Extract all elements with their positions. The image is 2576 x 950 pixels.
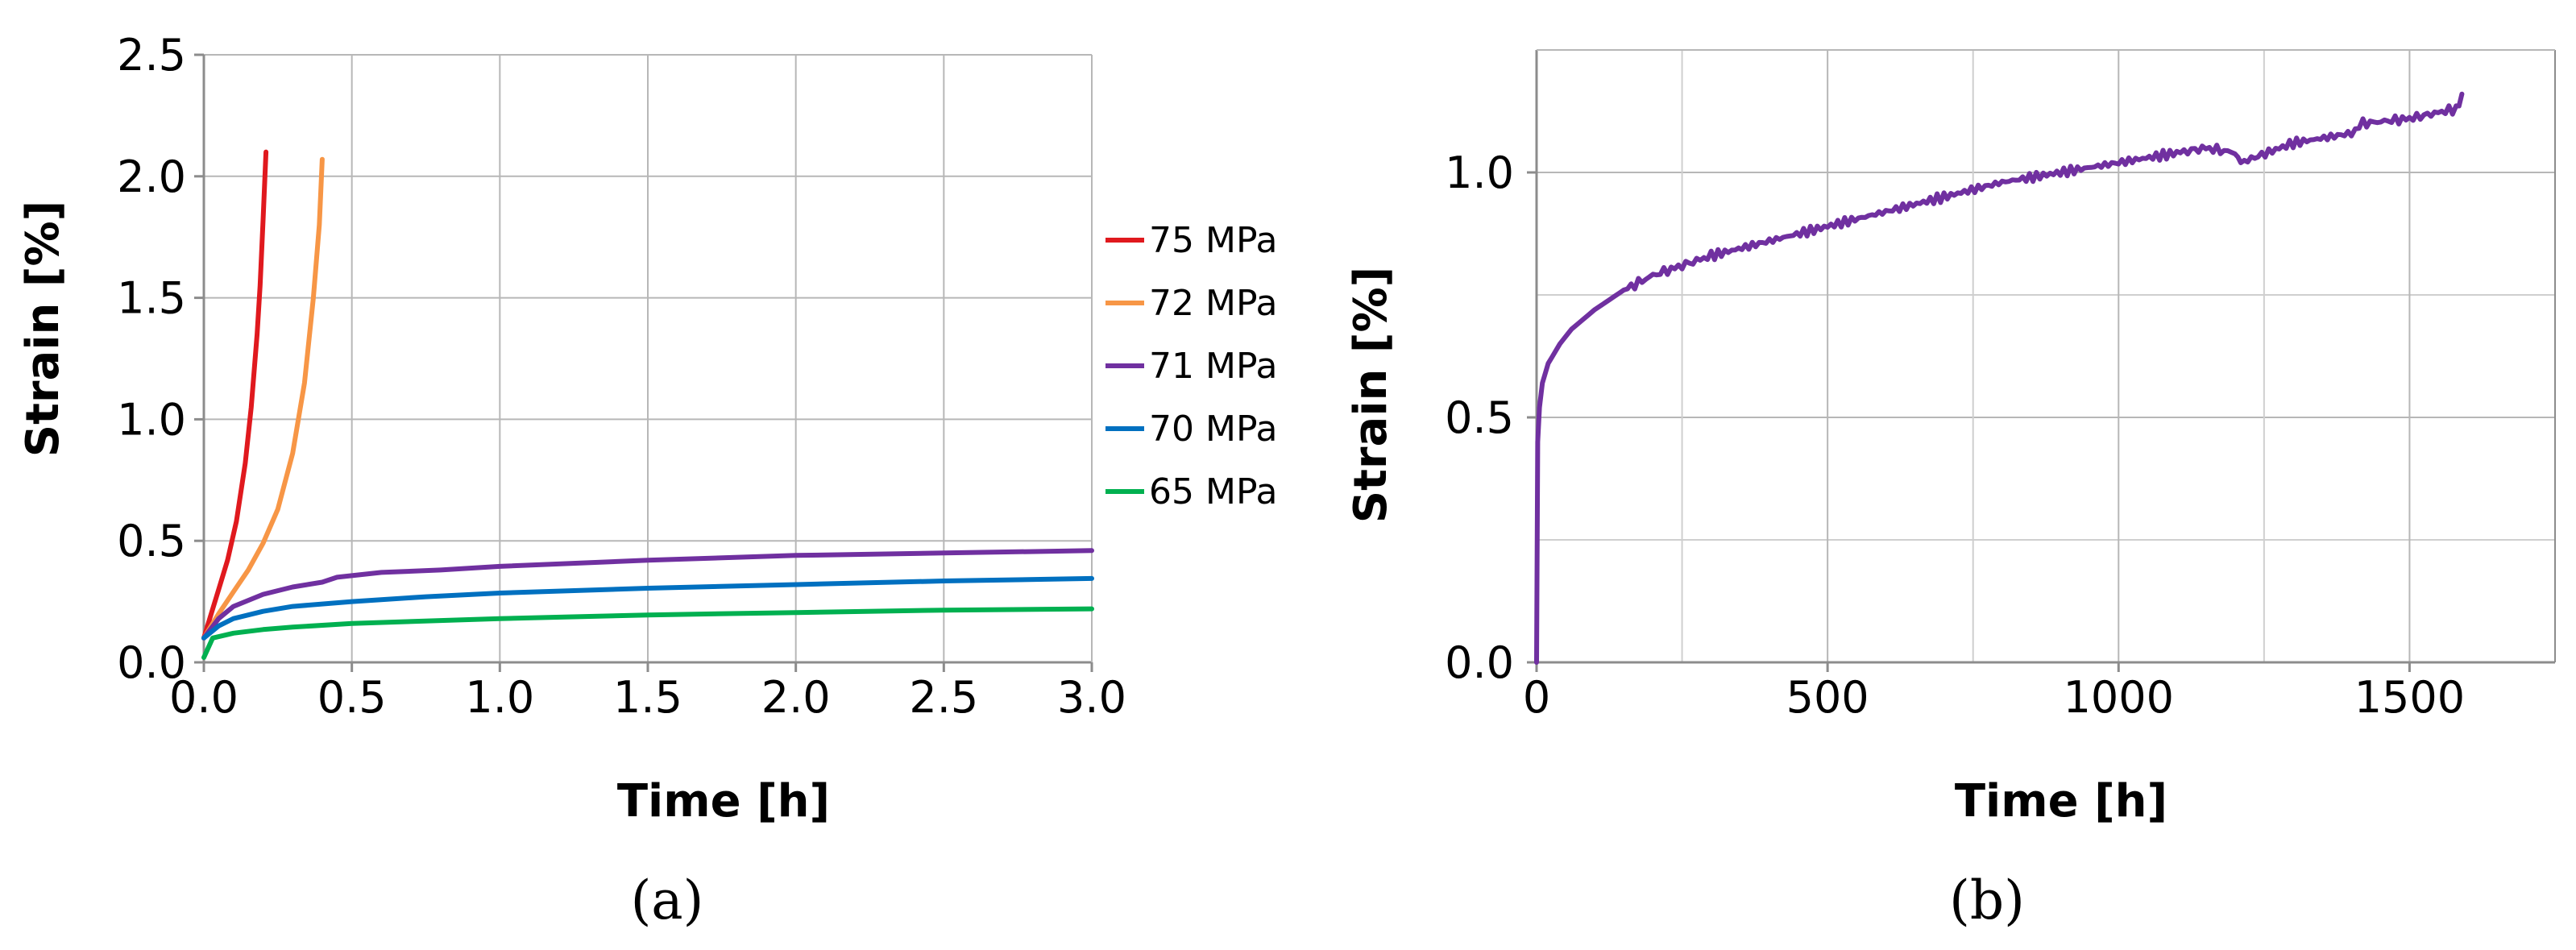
chart-b-y-tick-label: 0.5 [1445, 392, 1514, 443]
chart-a-x-tick-label: 1.0 [465, 672, 534, 723]
chart-a-y-tick-label: 2.5 [117, 30, 186, 81]
chart-panel-a: 0.0 0.5 1.0 1.5 2.0 2.5 3.00.00.51.01.52.02.5 … [17, 30, 1277, 931]
chart-a-tick-labels: 0.0 0.5 1.0 1.5 2.0 2.5 3.0 0.0 0.5 1.0 1.5 2.0 2.5 [117, 30, 1126, 723]
chart-panel-b: 0 500 1000 1500 0.0 0.5 1.0 Time [h] Strain [%… [1345, 49, 2556, 931]
chart-b-y-tick-label: 0.0 [1445, 637, 1514, 688]
chart-a-series-line-65-mpa [201, 606, 1094, 660]
chart-a-axes [194, 53, 1093, 672]
chart-b-panel-label: (b) [1949, 869, 2025, 931]
chart-b-series-line-0 [1534, 91, 2465, 665]
chart-a-x-tick-label: 2.5 [909, 672, 978, 723]
chart-a-legend-label-70-mpa: 70 MPa [1149, 409, 1277, 450]
chart-a-y-tick-label: 1.0 [117, 394, 186, 445]
chart-b-series-lines [1534, 91, 2465, 665]
chart-a-y-tick-label: 0.0 [117, 637, 186, 688]
chart-a-legend-label-65-mpa: 65 MPa [1149, 471, 1277, 512]
chart-a-series-lines [201, 149, 1094, 660]
chart-a-y-tick-label: 2.0 [117, 151, 186, 202]
chart-a-y-tick-label: 1.5 [117, 273, 186, 324]
chart-a-series-line-71-mpa [201, 548, 1094, 641]
chart-b-tick-labels: 0 500 1000 1500 0.0 0.5 1.0 [1445, 147, 2465, 723]
chart-b-x-tick-label: 500 [1786, 672, 1869, 723]
chart-a-x-tick-label: 3.0 [1057, 672, 1126, 723]
chart-a-y-axis-title: Strain [%] [17, 201, 69, 457]
chart-a-x-tick-label: 0.0 [169, 672, 239, 723]
chart-a-panel-label: (a) [631, 869, 704, 931]
chart-a-x-tick-label: 1.5 [613, 672, 682, 723]
chart-a-x-tick-label: 2.0 [761, 672, 831, 723]
chart-b-x-tick-label: 1500 [2354, 672, 2465, 723]
chart-a-legend-label-72-mpa: 72 MPa [1149, 283, 1277, 324]
chart-a-series-line-70-mpa [201, 575, 1094, 641]
chart-a-legend-label-75-mpa: 75 MPa [1149, 220, 1277, 261]
chart-b-x-axis-title: Time [h] [1955, 775, 2167, 828]
chart-a-series-line-75-mpa [201, 149, 269, 641]
chart-a-x-axis-title: Time [h] [617, 775, 830, 828]
chart-a-legend-label-71-mpa: 71 MPa [1149, 346, 1277, 387]
chart-b-y-axis-title: Strain [%] [1345, 267, 1397, 523]
chart-b-x-tick-label: 0 [1523, 672, 1550, 723]
chart-a-x-tick-label: 0.5 [317, 672, 387, 723]
chart-a-y-tick-label: 0.5 [117, 516, 186, 566]
chart-a-legend: 75 MPa 72 MPa 71 MPa 70 MPa 65 MPa [1105, 220, 1277, 512]
chart-b-y-tick-label: 1.0 [1445, 147, 1514, 198]
chart-b-x-tick-label: 1000 [2064, 672, 2174, 723]
chart-a-series-line-72-mpa [201, 156, 325, 641]
